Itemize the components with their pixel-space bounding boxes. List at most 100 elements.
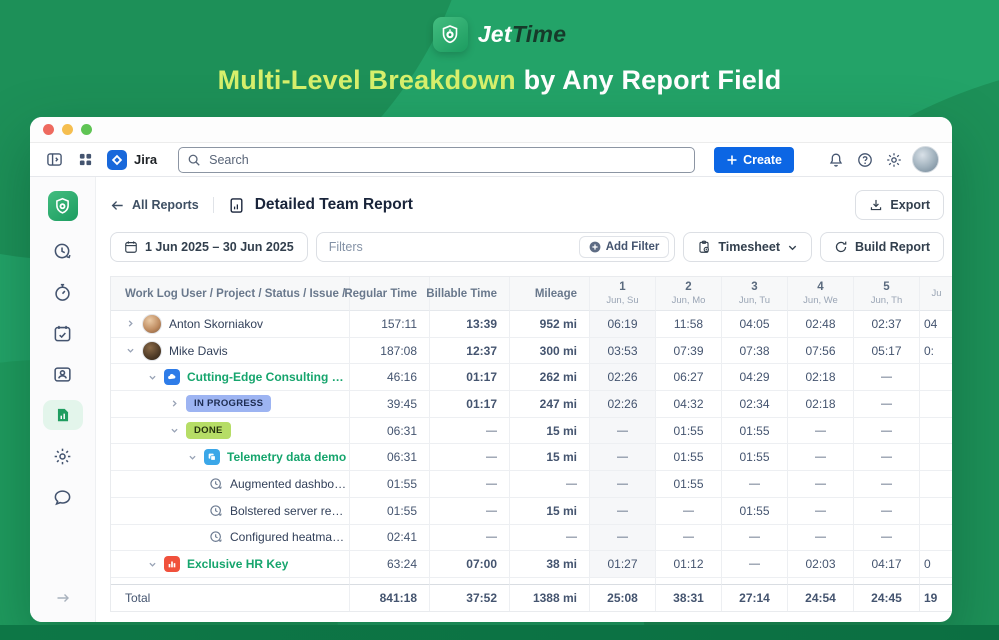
sidebar-item-reports-doc-icon[interactable] [42, 400, 83, 430]
table-cell: 03:53 [590, 337, 656, 365]
app-switcher-icon[interactable] [74, 149, 96, 171]
total-regular-time: 841:18 [350, 583, 430, 611]
report-header: All Reports Detailed Team Report Export [110, 190, 952, 220]
search-input[interactable] [207, 151, 687, 168]
column-header-day[interactable]: 1 Jun, Su [590, 277, 656, 311]
close-window-button[interactable] [43, 124, 54, 135]
build-report-button[interactable]: Build Report [820, 232, 944, 262]
sidebar-item-settings-gear-icon[interactable] [43, 441, 83, 471]
issue-pages-icon [204, 449, 220, 466]
table-cell: 01:55 [722, 497, 788, 525]
hero-title-highlight: Multi-Level Breakdown [217, 65, 516, 95]
row-label-cell: DONE [111, 417, 350, 445]
table-cell: 07:56 [788, 337, 854, 365]
table-cell: — [788, 497, 854, 525]
avatar-anton [142, 313, 162, 334]
date-range-picker[interactable]: 1 Jun 2025 – 30 Jun 2025 [110, 232, 308, 262]
table-cell [920, 577, 952, 584]
table-cell: 06:31 [350, 444, 430, 472]
table-row[interactable]: Telemetry data demo 06:31—15 mi —01:55 01:5… [111, 444, 952, 472]
table-cell: 01:55 [656, 444, 722, 472]
table-cell: — [788, 524, 854, 552]
table-row[interactable]: Exclusive HR Key 63:24 07:00 38 mi 01:27 01:1… [111, 551, 952, 578]
table-row[interactable]: Anton Skorniakov 157:11 13:39 952 mi 06:19 11… [111, 311, 952, 338]
chevron-down-icon[interactable] [147, 560, 157, 569]
column-header-day[interactable]: 4 Jun, We [788, 277, 854, 311]
divider [212, 197, 214, 213]
sidebar-item-worklog-history-icon[interactable] [43, 236, 83, 266]
chevron-down-icon[interactable] [147, 373, 157, 382]
row-label: Augmented dashboard anal... [230, 476, 349, 491]
create-button[interactable]: Create [714, 146, 794, 173]
collapse-sidebar-icon[interactable] [43, 149, 65, 171]
table-cell [590, 577, 656, 584]
table-cell: 39:45 [350, 391, 430, 418]
chevron-right-icon[interactable] [169, 399, 179, 408]
table-cell: — [722, 471, 788, 498]
table-row[interactable]: Configured heatmap gener...02:41——————— [111, 524, 952, 552]
table-row[interactable]: Cutting-Edge Consulting Environment46:16… [111, 364, 952, 392]
table-cell: — [510, 471, 590, 498]
table-cell: 63:24 [350, 551, 430, 578]
column-header-day[interactable]: 5 Jun, Th [854, 277, 920, 311]
clipped-scroll-row [111, 577, 952, 584]
worklog-clock-icon [209, 530, 223, 544]
chevron-down-icon[interactable] [187, 453, 197, 462]
expand-sidebar-arrow-icon[interactable] [55, 590, 71, 606]
settings-gear-icon[interactable] [883, 149, 905, 171]
export-button[interactable]: Export [855, 190, 944, 220]
global-search[interactable] [178, 146, 696, 173]
table-row[interactable]: Bolstered server response ...01:55—15 mi… [111, 497, 952, 525]
help-icon[interactable] [854, 149, 876, 171]
sidebar-item-calendar-check-icon[interactable] [43, 318, 83, 348]
user-avatar[interactable] [912, 146, 939, 173]
table-cell [920, 524, 952, 552]
sidebar-item-team-card-icon[interactable] [43, 359, 83, 389]
table-row[interactable]: Mike Davis 187:08 12:37 300 mi 03:53 07:39 07:… [111, 337, 952, 365]
column-header-mileage[interactable]: Mileage [510, 277, 590, 311]
column-header-day-clipped[interactable]: Ju [920, 277, 952, 311]
back-to-all-reports-link[interactable]: All Reports [110, 198, 199, 213]
brand-time: Time [511, 21, 567, 47]
table-cell: — [430, 417, 510, 445]
sidebar-item-stopwatch-icon[interactable] [43, 277, 83, 307]
table-header-row: Work Log User / Project / Status / Issue… [111, 277, 952, 311]
column-header-regular-time[interactable]: Regular Time [344, 277, 430, 311]
column-header-billable-time[interactable]: Billable Time [426, 277, 510, 311]
filters-input[interactable]: Filters Add Filter [315, 232, 676, 262]
column-header-day[interactable]: 2 Jun, Mo [656, 277, 722, 311]
table-cell: 02:18 [788, 391, 854, 418]
table-cell: 01:55 [722, 444, 788, 472]
back-label: All Reports [132, 198, 199, 212]
create-label: Create [743, 152, 782, 167]
filters-placeholder: Filters [328, 240, 363, 254]
notifications-bell-icon[interactable] [825, 149, 847, 171]
table-cell [854, 577, 920, 584]
row-label-cell: Mike Davis [111, 337, 350, 365]
table-cell: 0: [920, 337, 952, 365]
table-cell: 157:11 [350, 311, 430, 338]
table-row[interactable]: Augmented dashboard anal...01:55———01:55… [111, 471, 952, 498]
app-name: Jira [134, 152, 158, 167]
project-chart-icon [164, 556, 180, 573]
sidebar-item-chat-icon[interactable] [43, 482, 83, 512]
table-cell: 01:27 [590, 551, 656, 578]
column-header-grouping[interactable]: Work Log User / Project / Status / Issue… [111, 277, 350, 311]
minimize-window-button[interactable] [62, 124, 73, 135]
brand-name: JetTime [478, 21, 567, 48]
chevron-down-icon[interactable] [125, 346, 135, 355]
table-cell: 07:00 [430, 551, 510, 578]
table-row[interactable]: DONE 06:31—15 mi —01:55 01:55— — [111, 417, 952, 445]
refresh-icon [835, 241, 847, 253]
add-filter-button[interactable]: Add Filter [578, 236, 670, 258]
table-row[interactable]: IN PROGRESS 39:45 01:17 247 mi 02:26 04:32 02:… [111, 391, 952, 418]
chevron-down-icon[interactable] [169, 426, 179, 435]
timesheet-dropdown[interactable]: Timesheet [683, 232, 812, 262]
mac-titlebar [30, 117, 952, 143]
column-header-day[interactable]: 3 Jun, Tu [722, 277, 788, 311]
sidebar-item-jettime-logo[interactable] [47, 191, 78, 221]
zoom-window-button[interactable] [81, 124, 92, 135]
chevron-right-icon[interactable] [125, 319, 135, 328]
table-cell: 01:12 [656, 551, 722, 578]
jira-home-link[interactable]: Jira [107, 149, 158, 170]
